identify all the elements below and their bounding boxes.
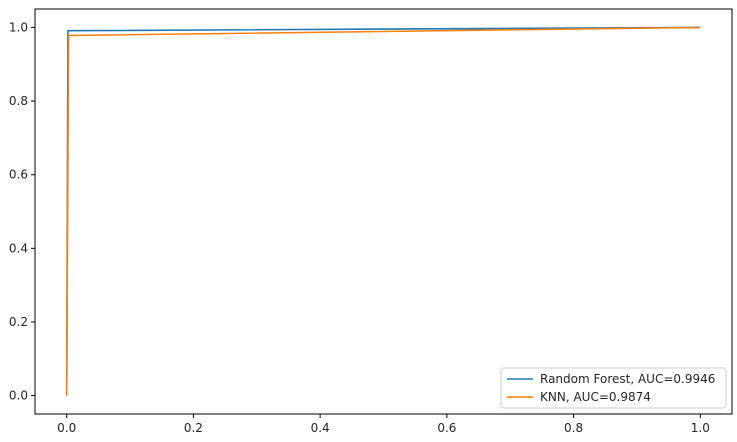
x-tick-label: 0.8 bbox=[564, 421, 583, 435]
series-line-knn bbox=[65, 26, 701, 396]
lines-layer bbox=[65, 26, 701, 396]
y-tick-label: 0.8 bbox=[9, 94, 28, 108]
x-tick-label: 0.2 bbox=[184, 421, 203, 435]
x-tick-label: 0.0 bbox=[57, 421, 76, 435]
x-tick-label: 1.0 bbox=[691, 421, 710, 435]
legend: Random Forest, AUC=0.9946 KNN, AUC=0.987… bbox=[500, 367, 727, 409]
y-tick-label: 0.2 bbox=[9, 315, 28, 329]
y-tick-label: 0.4 bbox=[9, 241, 28, 255]
ticks-layer: 0.0 0.2 0.4 0.6 0.8 1.0 0.0 0.2 0.4 0.6 0.8 1.0 bbox=[9, 20, 710, 435]
y-tick-label: 1.0 bbox=[9, 20, 28, 34]
legend-label-knn: KNN, AUC=0.9874 bbox=[540, 390, 651, 404]
x-tick-label: 0.4 bbox=[311, 421, 330, 435]
plot-frame bbox=[34, 8, 733, 415]
legend-label-random-forest: Random Forest, AUC=0.9946 bbox=[540, 372, 715, 386]
y-tick-label: 0.6 bbox=[9, 168, 28, 182]
series-line-random-forest bbox=[65, 26, 701, 396]
y-tick-label: 0.0 bbox=[9, 389, 28, 403]
x-tick-label: 0.6 bbox=[437, 421, 456, 435]
legend-box bbox=[500, 367, 727, 409]
